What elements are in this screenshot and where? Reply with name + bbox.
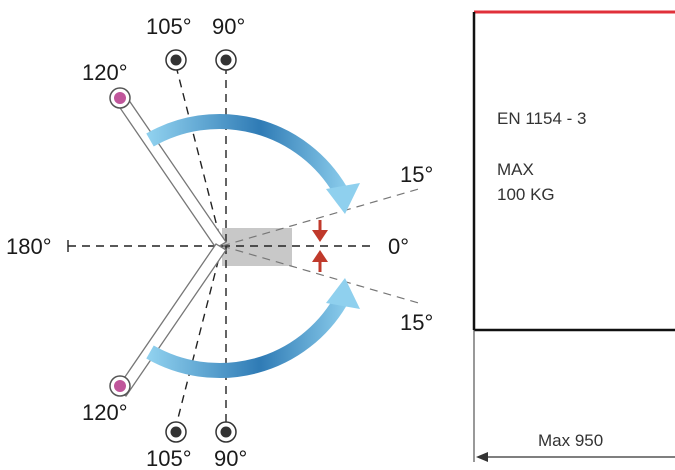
label-0: 0° xyxy=(388,234,409,259)
label-120-bottom: 120° xyxy=(82,400,128,425)
red-arrow-down xyxy=(312,220,328,242)
dimension-label: Max 950 xyxy=(538,431,603,450)
opening-arc-top-arrowhead xyxy=(326,183,360,214)
dot-120-bottom xyxy=(109,375,131,397)
panel-standard-text: EN 1154 - 3 xyxy=(497,109,586,128)
line-15-bottom xyxy=(221,245,423,305)
line-105-bottom xyxy=(175,245,223,427)
dot-90-bottom xyxy=(215,421,237,443)
label-105-bottom: 105° xyxy=(146,446,192,470)
panel-max-label: MAX xyxy=(497,160,534,179)
red-arrow-up xyxy=(312,250,328,272)
opening-arc-bottom-arrowhead xyxy=(326,278,360,309)
label-120-top: 120° xyxy=(82,60,128,85)
opening-arc-top xyxy=(146,113,347,194)
dimension-arrowhead xyxy=(476,452,488,462)
open-range-sector xyxy=(222,228,292,266)
label-15-top: 15° xyxy=(400,162,433,187)
dot-105-bottom xyxy=(165,421,187,443)
line-105-top xyxy=(175,65,223,247)
line-15-top xyxy=(221,187,423,247)
label-180: 180° xyxy=(6,234,52,259)
label-90-bottom: 90° xyxy=(214,446,247,470)
label-15-bottom: 15° xyxy=(400,310,433,335)
label-105-top: 105° xyxy=(146,14,192,39)
dot-105-top xyxy=(165,49,187,71)
label-90-top: 90° xyxy=(212,14,245,39)
panel-max-weight: 100 KG xyxy=(497,185,555,204)
dot-90-top xyxy=(215,49,237,71)
opening-arc-bottom xyxy=(146,298,347,379)
dot-120-top xyxy=(109,87,131,109)
